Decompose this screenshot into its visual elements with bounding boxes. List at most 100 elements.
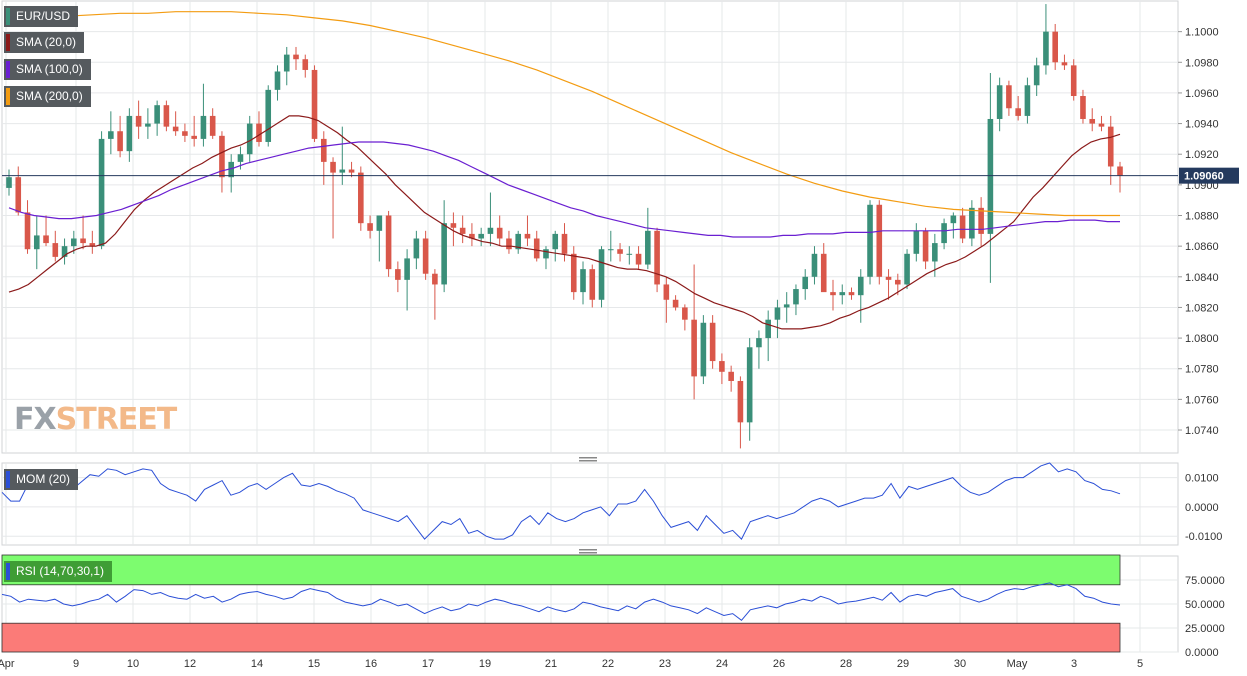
candle-body (543, 249, 549, 259)
candle-body (145, 123, 151, 127)
momentum-panel[interactable] (1, 462, 1121, 540)
candle-body (876, 204, 883, 277)
x-tick-label: May (1007, 658, 1028, 670)
candle-body (209, 115, 216, 136)
candle-body (848, 292, 855, 296)
candle-body (950, 215, 957, 224)
rsi-panel[interactable] (1, 554, 1121, 653)
candle-body (552, 233, 559, 250)
x-tick-label: 15 (308, 658, 320, 670)
candle-body (1107, 126, 1114, 167)
candle-body (867, 204, 873, 277)
candle-body (885, 276, 892, 280)
candle-body (182, 131, 188, 136)
candle-body (1061, 62, 1068, 66)
sma200-label: SMA (200,0) (16, 89, 83, 103)
candle-body (89, 243, 96, 247)
y-tick-label: 75.0000 (1185, 575, 1225, 587)
y-tick-label: 1.0800 (1185, 333, 1219, 345)
x-tick-label: 23 (659, 658, 671, 670)
candle-body (904, 253, 910, 285)
candle-body (635, 253, 642, 265)
candle-body (311, 69, 318, 139)
x-tick-label: 22 (602, 658, 614, 670)
candle-body (1080, 95, 1086, 119)
candle-body (1052, 31, 1058, 63)
candle-body (737, 380, 744, 423)
candle-body (941, 223, 947, 244)
candle-body (385, 215, 392, 270)
y-tick-label: 1.0980 (1185, 57, 1219, 69)
candle-body (61, 246, 68, 257)
candle-body (237, 154, 244, 162)
candle-body (839, 292, 846, 296)
candle-body (422, 238, 429, 274)
candle-body (793, 289, 799, 305)
candle-body (395, 269, 401, 280)
y-tick-label: 1.0920 (1185, 149, 1219, 161)
y-tick-label: 1.0780 (1185, 364, 1219, 376)
candle-body (506, 238, 512, 250)
candle-body (580, 269, 586, 293)
candle-body (987, 118, 994, 234)
candle-body (857, 276, 864, 296)
y-tick-label: 1.0820 (1185, 302, 1219, 314)
candle-body (432, 273, 438, 285)
candle-body (219, 135, 225, 178)
candle-body (200, 115, 207, 139)
candle-body (283, 54, 290, 72)
y-tick-label: 1.0760 (1185, 394, 1219, 406)
candle-body (358, 172, 364, 224)
last-price-label: 1.09060 (1184, 171, 1224, 183)
candle-body (700, 322, 707, 377)
legend-sma200[interactable]: SMA (200,0) (4, 86, 91, 107)
candle-body (339, 169, 346, 173)
candle-body (108, 131, 114, 139)
candle-body (1024, 85, 1031, 116)
candle-body (441, 223, 447, 285)
mom-frame (1, 462, 1179, 546)
last-price-badge (1179, 167, 1239, 184)
candle-body (367, 223, 373, 231)
x-tick-label: 3 (1071, 658, 1077, 670)
candle-body (163, 105, 170, 127)
rsi-oversold-zone (1, 622, 1121, 653)
sma100-line (8, 141, 1120, 238)
legend-rsi[interactable]: RSI (14,70,30,1) (4, 561, 113, 582)
legend-sma20[interactable]: SMA (20,0) (4, 32, 85, 53)
sma20-line (8, 115, 1121, 330)
mom-line (1, 462, 1121, 540)
candle-body (533, 238, 540, 259)
price-panel[interactable] (2, 4, 1178, 449)
candle-body (617, 249, 623, 254)
sma100-label: SMA (100,0) (16, 62, 83, 76)
y-tick-label: 0.0100 (1185, 473, 1219, 485)
candle-body (978, 207, 984, 234)
rsi-swatch (6, 563, 10, 580)
panel-splitter-2b (579, 552, 597, 554)
candle-body (126, 115, 133, 152)
candle-body (802, 276, 809, 290)
legend-symbol[interactable]: EUR/USD (4, 6, 79, 27)
y-tick-label: 1.0940 (1185, 119, 1219, 131)
sma20-label: SMA (20,0) (16, 35, 77, 49)
candle-body (524, 233, 531, 239)
x-tick-label: 24 (716, 658, 728, 670)
y-tick-label: 0.0000 (1185, 502, 1219, 514)
candle-body (320, 138, 327, 162)
candle-body (598, 249, 605, 300)
legend-sma100[interactable]: SMA (100,0) (4, 59, 91, 80)
candle-body (71, 238, 77, 247)
legend-mom[interactable]: MOM (20) (4, 469, 78, 490)
candle-body (154, 105, 160, 124)
y-tick-label: 1.0840 (1185, 272, 1219, 284)
candle-body (265, 89, 272, 142)
candle-body (469, 233, 475, 239)
y-tick-label: 1.0860 (1185, 241, 1219, 253)
candle-body (756, 338, 762, 348)
candle-body (256, 123, 262, 142)
panel-splitter-1b (579, 460, 597, 462)
candle-body (478, 233, 484, 239)
sma200-line (8, 11, 1120, 217)
